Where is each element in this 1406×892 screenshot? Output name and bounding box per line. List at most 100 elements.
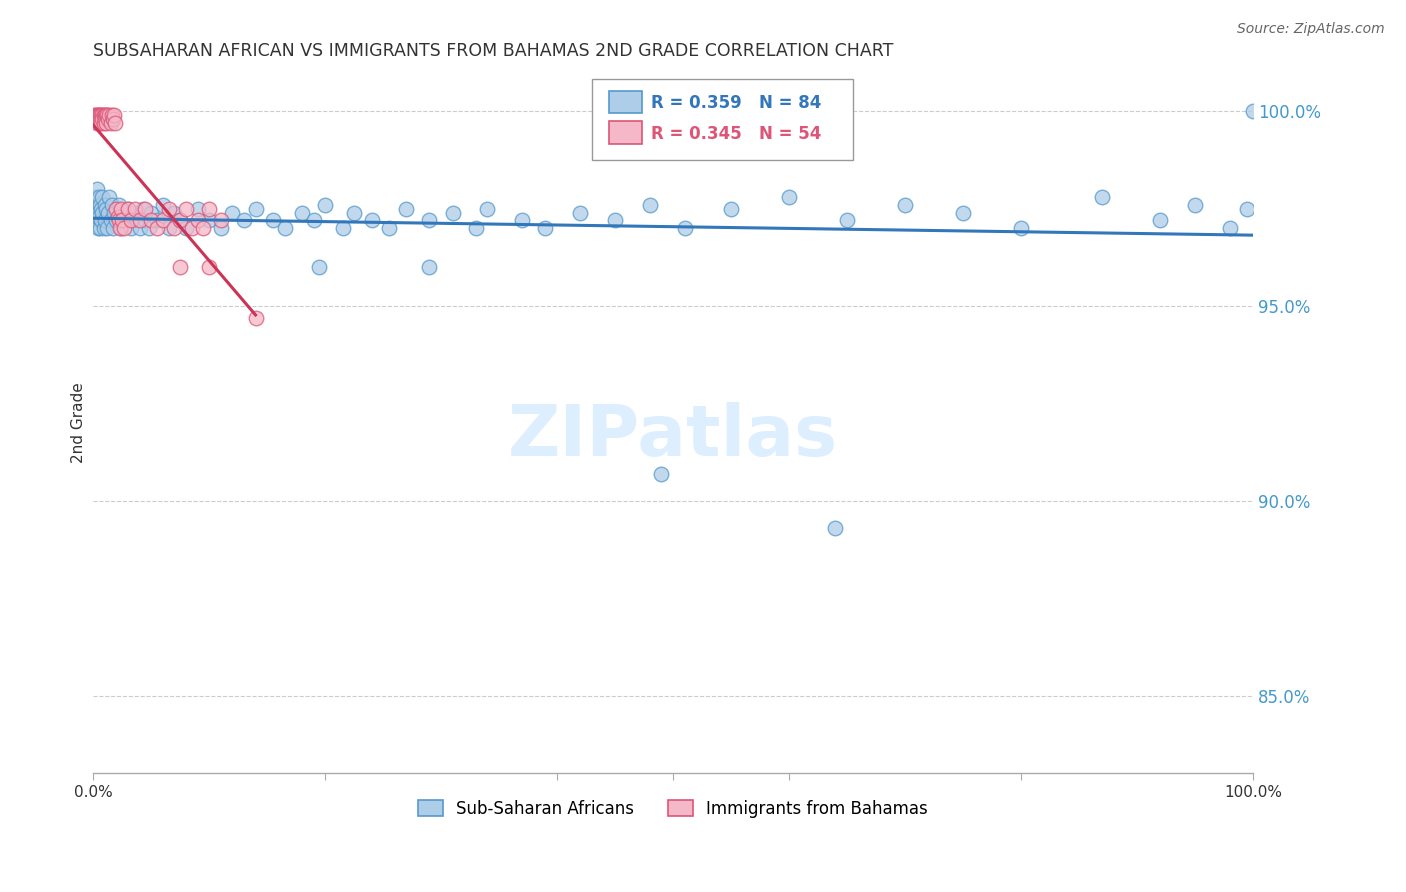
Point	[87, 108, 110, 122]
Point	[152, 198, 174, 212]
Point	[101, 112, 124, 127]
Point	[105, 213, 128, 227]
Point	[378, 221, 401, 235]
Point	[93, 221, 115, 235]
Point	[824, 521, 846, 535]
Point	[360, 213, 382, 227]
Point	[100, 198, 122, 212]
Point	[187, 213, 209, 227]
Point	[395, 202, 418, 216]
Point	[198, 213, 221, 227]
Point	[157, 221, 180, 235]
Text: R = 0.345   N = 54: R = 0.345 N = 54	[651, 125, 821, 143]
Point	[94, 202, 117, 216]
Point	[117, 202, 139, 216]
Point	[127, 213, 149, 227]
Point	[152, 213, 174, 227]
Point	[103, 108, 125, 122]
Point	[107, 198, 129, 212]
Point	[107, 213, 129, 227]
Point	[778, 190, 800, 204]
Point	[86, 116, 108, 130]
Bar	[609, 91, 641, 113]
Point	[112, 205, 135, 219]
Point	[84, 190, 107, 204]
Point	[163, 221, 186, 235]
Point	[174, 221, 197, 235]
Point	[87, 112, 110, 127]
Point	[94, 198, 117, 212]
Point	[138, 221, 160, 235]
Point	[117, 202, 139, 216]
Point	[87, 221, 110, 235]
Point	[101, 221, 124, 235]
Point	[308, 260, 330, 274]
Point	[441, 205, 464, 219]
Point	[104, 116, 127, 130]
Point	[198, 202, 221, 216]
Point	[91, 112, 114, 127]
Point	[86, 198, 108, 212]
Point	[1236, 202, 1258, 216]
Point	[100, 116, 122, 130]
Point	[89, 112, 111, 127]
Point	[87, 116, 110, 130]
Point	[91, 108, 114, 122]
Point	[180, 221, 202, 235]
Point	[110, 221, 132, 235]
Bar	[609, 121, 641, 144]
Point	[87, 108, 110, 122]
Point	[98, 190, 121, 204]
Point	[569, 205, 592, 219]
Point	[1010, 221, 1032, 235]
Text: ZIPatlas: ZIPatlas	[508, 402, 838, 472]
Point	[291, 205, 314, 219]
Point	[84, 112, 107, 127]
Point	[110, 202, 132, 216]
Point	[1184, 198, 1206, 212]
Point	[650, 467, 672, 481]
Point	[1149, 213, 1171, 227]
Point	[105, 202, 128, 216]
Point	[128, 221, 150, 235]
Point	[89, 221, 111, 235]
Point	[100, 213, 122, 227]
Point	[94, 213, 117, 227]
Point	[100, 108, 122, 122]
Point	[124, 202, 146, 216]
Text: R = 0.359   N = 84: R = 0.359 N = 84	[651, 95, 821, 112]
Point	[245, 202, 267, 216]
Point	[187, 202, 209, 216]
Point	[89, 108, 111, 122]
FancyBboxPatch shape	[592, 79, 853, 160]
Point	[1219, 221, 1241, 235]
Point	[534, 221, 557, 235]
Point	[146, 221, 169, 235]
Point	[120, 221, 142, 235]
Point	[232, 213, 254, 227]
Point	[87, 205, 110, 219]
Point	[209, 221, 232, 235]
Point	[91, 190, 114, 204]
Point	[1241, 104, 1264, 119]
Point	[245, 310, 267, 325]
Point	[94, 108, 117, 122]
Point	[174, 202, 197, 216]
Point	[198, 260, 221, 274]
Point	[302, 213, 325, 227]
Point	[157, 202, 180, 216]
Point	[86, 108, 108, 122]
Point	[262, 213, 284, 227]
Point	[84, 108, 107, 122]
Point	[93, 108, 115, 122]
Point	[90, 116, 112, 130]
Point	[87, 190, 110, 204]
Point	[83, 202, 105, 216]
Point	[169, 213, 191, 227]
Point	[87, 210, 110, 224]
Point	[169, 260, 191, 274]
Point	[510, 213, 533, 227]
Y-axis label: 2nd Grade: 2nd Grade	[72, 383, 86, 463]
Point	[952, 205, 974, 219]
Point	[108, 221, 131, 235]
